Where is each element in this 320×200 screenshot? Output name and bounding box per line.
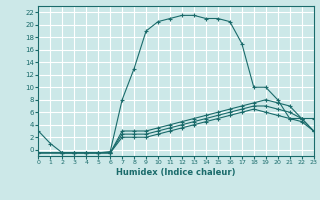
X-axis label: Humidex (Indice chaleur): Humidex (Indice chaleur) [116, 168, 236, 177]
